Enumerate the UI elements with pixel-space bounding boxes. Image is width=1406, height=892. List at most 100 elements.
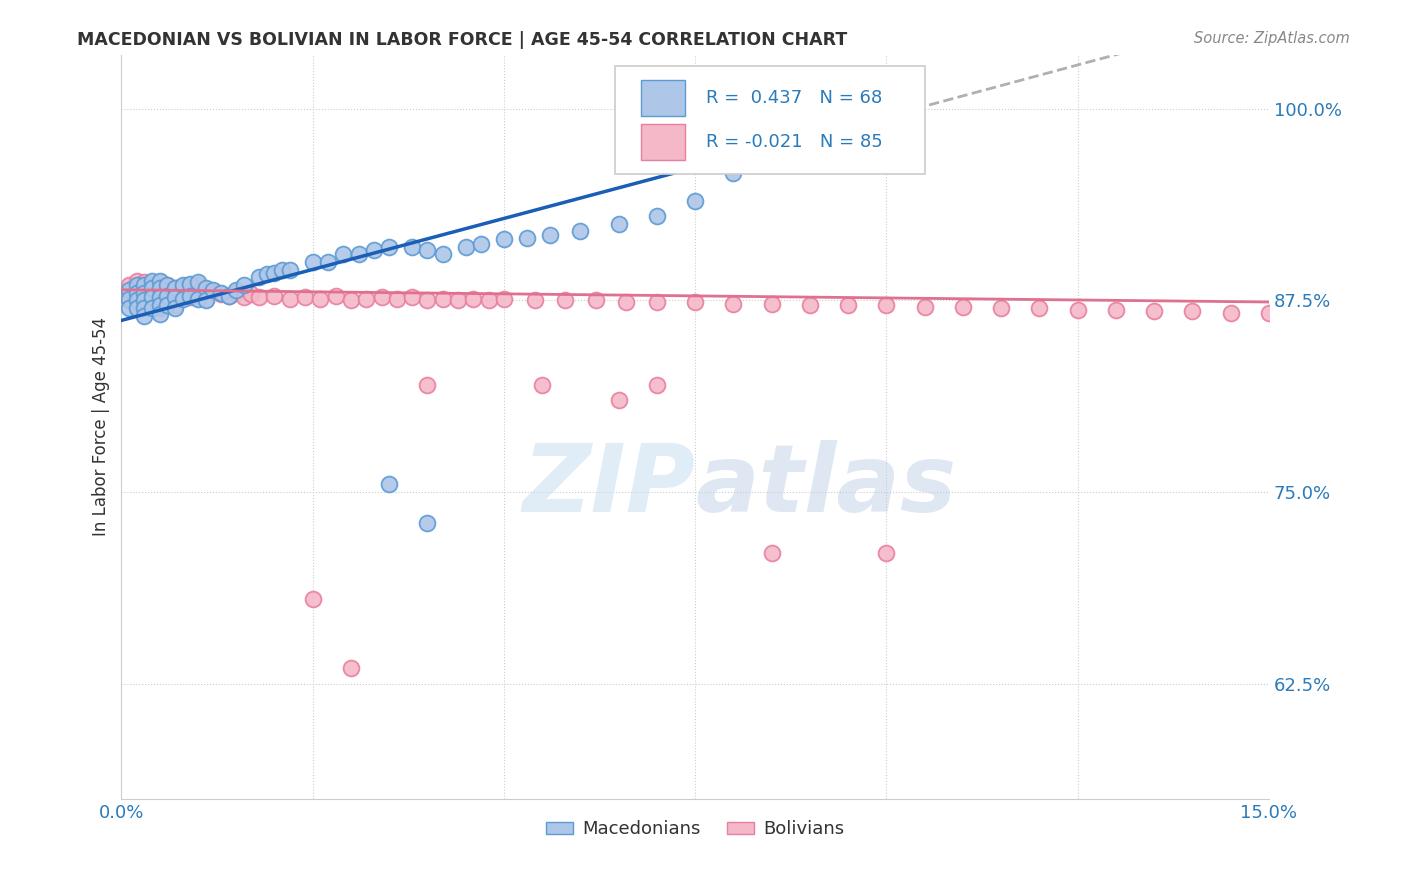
Point (470, 236, 492, 251)
Point (179, 290, 201, 304)
Point (607, 393, 630, 408)
Point (1105, 302, 1128, 317)
Point (149, 292, 172, 306)
Point (378, 477, 401, 491)
Point (163, 298, 186, 312)
Point (118, 283, 141, 297)
Point (194, 283, 217, 297)
Point (156, 278, 179, 293)
Point (149, 298, 172, 312)
Point (134, 290, 156, 304)
Point (125, 281, 148, 295)
Point (761, 296, 783, 310)
Point (247, 270, 270, 285)
Point (1028, 301, 1050, 315)
Text: R =  0.437   N = 68: R = 0.437 N = 68 (706, 89, 882, 107)
Point (1181, 304, 1204, 318)
FancyBboxPatch shape (641, 125, 685, 161)
Point (645, 377, 668, 392)
Point (538, 227, 561, 242)
Point (149, 290, 172, 304)
Point (256, 268, 278, 282)
Point (163, 301, 186, 315)
Point (1143, 304, 1166, 318)
Point (194, 281, 217, 295)
Point (416, 243, 439, 257)
Point (194, 293, 217, 308)
Point (125, 278, 148, 293)
Point (172, 279, 194, 293)
Point (309, 292, 332, 306)
Point (354, 292, 377, 306)
Point (187, 275, 209, 289)
Point (134, 283, 156, 297)
Point (278, 262, 301, 277)
Point (614, 295, 637, 310)
Point (516, 230, 538, 244)
Point (163, 281, 186, 295)
Point (952, 300, 974, 314)
Point (156, 289, 179, 303)
Point (492, 292, 515, 306)
Point (172, 292, 194, 306)
Point (875, 298, 897, 312)
Point (432, 247, 454, 261)
Point (301, 255, 323, 269)
Point (492, 232, 515, 246)
Point (401, 290, 423, 304)
Point (134, 301, 156, 315)
Point (569, 225, 592, 239)
Point (363, 243, 385, 257)
Point (416, 293, 439, 308)
Point (683, 194, 706, 208)
Point (149, 307, 172, 321)
Point (240, 287, 263, 301)
Point (294, 290, 316, 304)
Point (149, 274, 172, 288)
Text: MACEDONIAN VS BOLIVIAN IN LABOR FORCE | AGE 45-54 CORRELATION CHART: MACEDONIAN VS BOLIVIAN IN LABOR FORCE | … (77, 31, 848, 49)
Point (340, 293, 363, 308)
Point (149, 283, 172, 297)
Point (1219, 306, 1241, 320)
Point (416, 516, 439, 530)
Point (141, 281, 163, 295)
Point (172, 278, 194, 293)
Point (761, 547, 783, 561)
Point (125, 285, 148, 300)
Point (914, 300, 936, 314)
Point (141, 274, 163, 288)
Point (141, 292, 163, 306)
Legend: Macedonians, Bolivians: Macedonians, Bolivians (538, 814, 852, 846)
Point (179, 277, 201, 291)
Text: Source: ZipAtlas.com: Source: ZipAtlas.com (1194, 31, 1350, 46)
Point (325, 289, 347, 303)
Point (118, 285, 141, 300)
Point (531, 377, 554, 392)
Text: ZIP: ZIP (522, 441, 695, 533)
Point (340, 661, 363, 675)
Point (187, 292, 209, 306)
Point (202, 283, 225, 297)
Point (209, 285, 232, 300)
Point (118, 278, 141, 293)
Point (163, 290, 186, 304)
Point (141, 290, 163, 304)
Point (463, 292, 485, 306)
Point (156, 285, 179, 300)
Point (875, 547, 897, 561)
Point (134, 293, 156, 308)
Y-axis label: In Labor Force | Age 45-54: In Labor Force | Age 45-54 (93, 318, 110, 536)
Point (187, 278, 209, 293)
Point (172, 289, 194, 303)
FancyBboxPatch shape (614, 66, 925, 174)
Point (247, 290, 270, 304)
Point (187, 289, 209, 303)
Point (1258, 306, 1281, 320)
Point (723, 296, 745, 310)
Point (141, 301, 163, 315)
Point (585, 293, 607, 308)
Point (316, 255, 339, 269)
Point (523, 293, 546, 308)
Point (263, 289, 285, 303)
Point (134, 275, 156, 289)
